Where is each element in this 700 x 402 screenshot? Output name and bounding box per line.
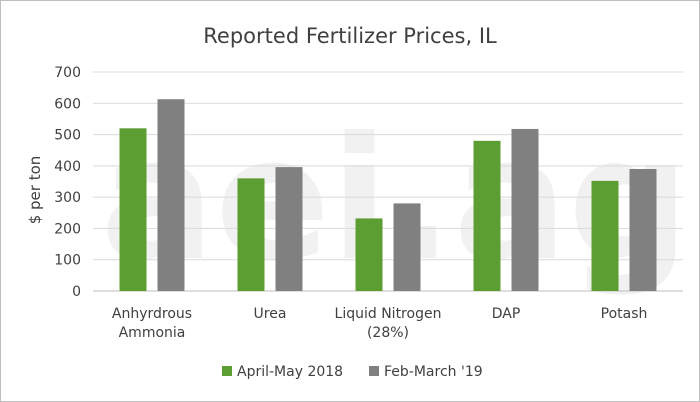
x-category-label: Liquid Nitrogen (28%) — [335, 306, 442, 341]
legend-swatch — [369, 366, 379, 376]
bar-april-may-2018 — [119, 128, 147, 291]
bar-april-may-2018 — [355, 218, 383, 291]
bar-feb-march-19 — [629, 168, 657, 291]
y-tick-label: 400 — [54, 159, 81, 175]
y-axis-label: $ per ton — [26, 156, 44, 225]
x-category-label: Anhyrdrous Ammonia — [112, 306, 192, 341]
bar-feb-march-19 — [511, 128, 539, 291]
x-axis-categories: Anhyrdrous Ammonia Urea Liquid Nitrogen (28%… — [112, 306, 647, 341]
bar-feb-march-19 — [157, 99, 185, 292]
bar-april-may-2018 — [473, 140, 501, 291]
legend-label: April-May 2018 — [237, 364, 343, 380]
legend-swatch — [222, 366, 232, 376]
y-tick-label: 500 — [54, 128, 81, 144]
y-tick-label: 600 — [54, 96, 81, 112]
bar-april-may-2018 — [237, 178, 265, 291]
bars — [119, 99, 657, 292]
x-category-label: DAP — [492, 306, 521, 322]
chart-title: Reported Fertilizer Prices, IL — [203, 24, 497, 48]
bar-feb-march-19 — [275, 167, 303, 291]
legend-label: Feb-March '19 — [384, 364, 483, 380]
x-category-label: Urea — [254, 306, 287, 322]
legend: April-May 2018 Feb-March '19 — [222, 364, 483, 380]
y-tick-label: 100 — [54, 253, 81, 269]
x-category-label: Potash — [601, 306, 648, 322]
y-tick-label: 200 — [54, 221, 81, 237]
y-tick-label: 700 — [54, 65, 81, 81]
bar-feb-march-19 — [393, 203, 421, 291]
gridlines — [93, 71, 683, 292]
bar-april-may-2018 — [591, 180, 619, 291]
y-tick-label: 300 — [54, 190, 81, 206]
y-tick-label: 0 — [72, 284, 81, 300]
y-axis-ticks: 0 100 200 300 400 500 600 700 — [54, 65, 81, 300]
